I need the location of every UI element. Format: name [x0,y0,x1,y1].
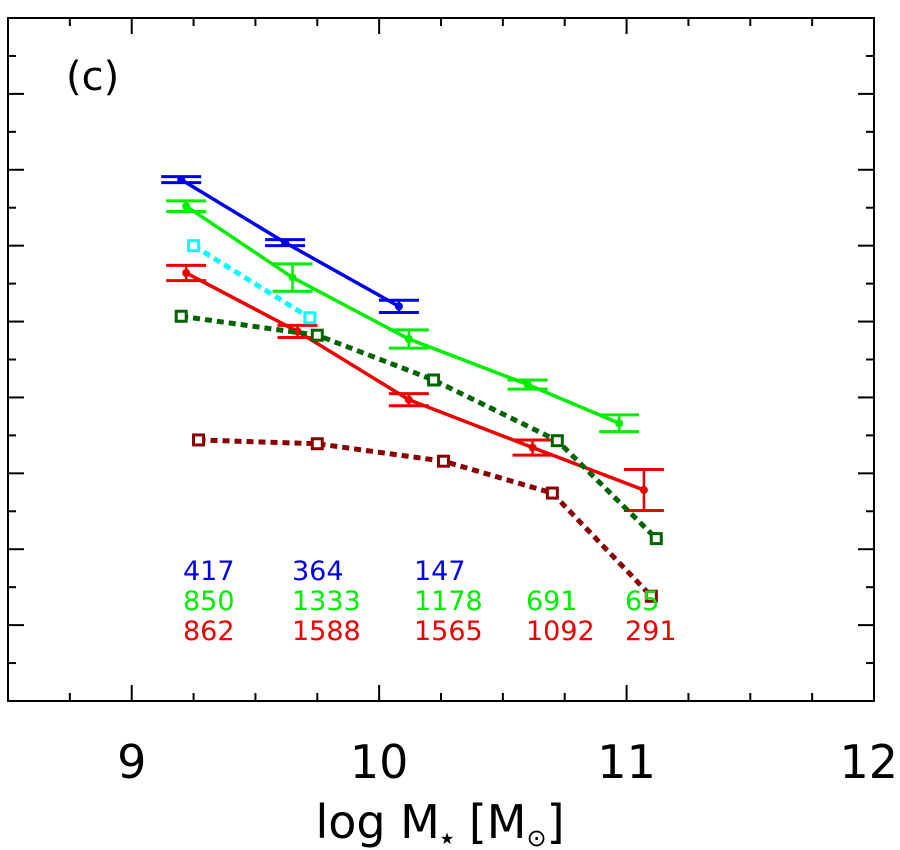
series-0 [161,175,419,314]
x-axis-label: log M★ [M⊙] [315,795,564,850]
data-point [528,443,537,452]
data-point [293,327,302,336]
x-tick-label: 9 [117,735,146,789]
series-5 [192,433,658,603]
series-4 [174,309,663,546]
data-point [615,419,624,428]
x-axis-label-unit-close: ] [547,795,565,849]
panel-label: (c) [66,54,119,100]
data-point [281,238,290,247]
data-point [394,302,403,311]
x-axis-label-main: log M [315,795,439,849]
x-tick-label: 12 [839,735,898,789]
count-label: 364 [292,556,344,587]
series-2 [166,263,664,513]
data-point [404,335,413,344]
x-axis-label-subscript: ★ [440,829,454,848]
x-tick-label: 10 [350,735,409,789]
series-3 [187,239,317,325]
count-label: 1588 [292,616,361,647]
data-point [182,268,191,277]
count-label: 1178 [414,586,483,617]
data-point [436,454,450,468]
data-point [187,239,201,253]
x-tick-label: 11 [597,735,656,789]
axis-ticks [8,18,874,701]
data-point [644,589,658,603]
count-label: 291 [625,616,677,647]
count-labels: 417 364 147 850 1333 1178 691 65 862 1588 1565 1092… [183,556,677,647]
series-line [185,204,620,425]
data-point [310,437,324,451]
data-point [177,175,186,184]
data-point [649,532,663,546]
data-point [310,328,324,342]
data-point [174,309,188,323]
series-1 [166,199,640,434]
data-point [427,373,441,387]
data-point [550,434,564,448]
series-line [180,313,659,541]
count-label: 417 [183,556,235,587]
data-point [288,273,297,282]
series-line [192,243,312,320]
x-axis-label-unit-subscript: ⊙ [526,824,546,850]
count-label: 850 [183,586,235,617]
data-point [639,486,648,495]
data-point [404,395,413,404]
x-tick-labels: 9 10 11 12 [117,735,898,789]
data-point [523,380,532,389]
count-label: 147 [414,556,466,587]
count-label: 862 [183,616,235,647]
data-point [192,433,206,447]
count-label: 1333 [292,586,361,617]
count-label: 691 [526,586,578,617]
data-point [545,486,559,500]
data-point [182,202,191,211]
data-point [303,311,317,325]
count-label: 1565 [414,616,483,647]
count-label: 1092 [526,616,595,647]
count-label: 65 [625,586,659,617]
plot-area [161,175,664,603]
x-axis-label-unit-open: [M [454,795,526,849]
